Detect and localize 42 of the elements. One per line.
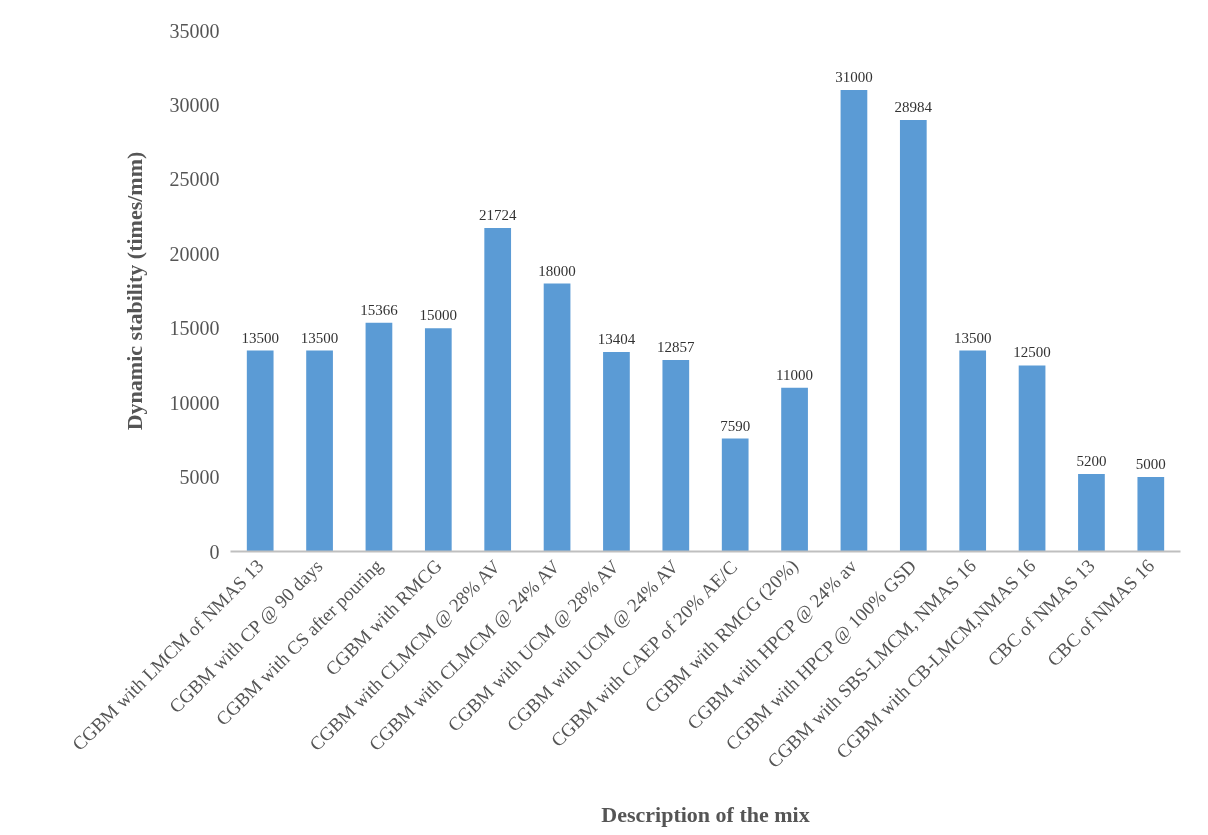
bar [662, 360, 690, 552]
bar [603, 351, 630, 552]
x-axis-title: Description of the mix [601, 802, 810, 828]
y-tick-label: 20000 [169, 242, 220, 265]
bar [246, 350, 274, 552]
data-label: 21724 [478, 207, 517, 224]
bar [899, 120, 927, 552]
data-label: 31000 [835, 69, 873, 86]
bar [424, 328, 452, 552]
data-label: 11000 [776, 366, 814, 383]
data-label: 5000 [1135, 456, 1166, 473]
data-label: 15000 [419, 307, 458, 324]
data-label: 12857 [657, 339, 696, 356]
bar [484, 228, 512, 552]
bar [840, 90, 868, 552]
bar [721, 438, 749, 552]
y-tick-label: 15000 [169, 317, 220, 340]
y-tick-label: 10000 [169, 391, 220, 414]
data-label: 28984 [894, 99, 933, 116]
data-label: 7590 [720, 417, 751, 434]
bar [1078, 474, 1105, 552]
data-label: 13500 [241, 329, 279, 346]
bar [306, 350, 333, 552]
y-tick-label: 0 [209, 540, 220, 563]
data-label: 13500 [300, 329, 339, 346]
data-label: 15366 [360, 301, 399, 318]
data-label: 13404 [597, 330, 636, 347]
y-tick-label: 5000 [179, 466, 220, 489]
y-axis-title: Dynamic stability (times/mm) [121, 151, 147, 431]
y-tick-label: 35000 [169, 19, 220, 42]
data-label: 5200 [1076, 453, 1107, 470]
bar [365, 322, 393, 552]
y-tick-label: 30000 [169, 93, 220, 116]
y-tick-label: 25000 [169, 168, 220, 191]
bar [1137, 477, 1165, 552]
data-label: 12500 [1013, 344, 1051, 361]
bar [543, 283, 571, 552]
data-label: 18000 [538, 262, 576, 279]
bar [959, 350, 987, 552]
bar [781, 387, 808, 552]
data-label: 13500 [953, 329, 992, 346]
bar [1018, 365, 1046, 552]
